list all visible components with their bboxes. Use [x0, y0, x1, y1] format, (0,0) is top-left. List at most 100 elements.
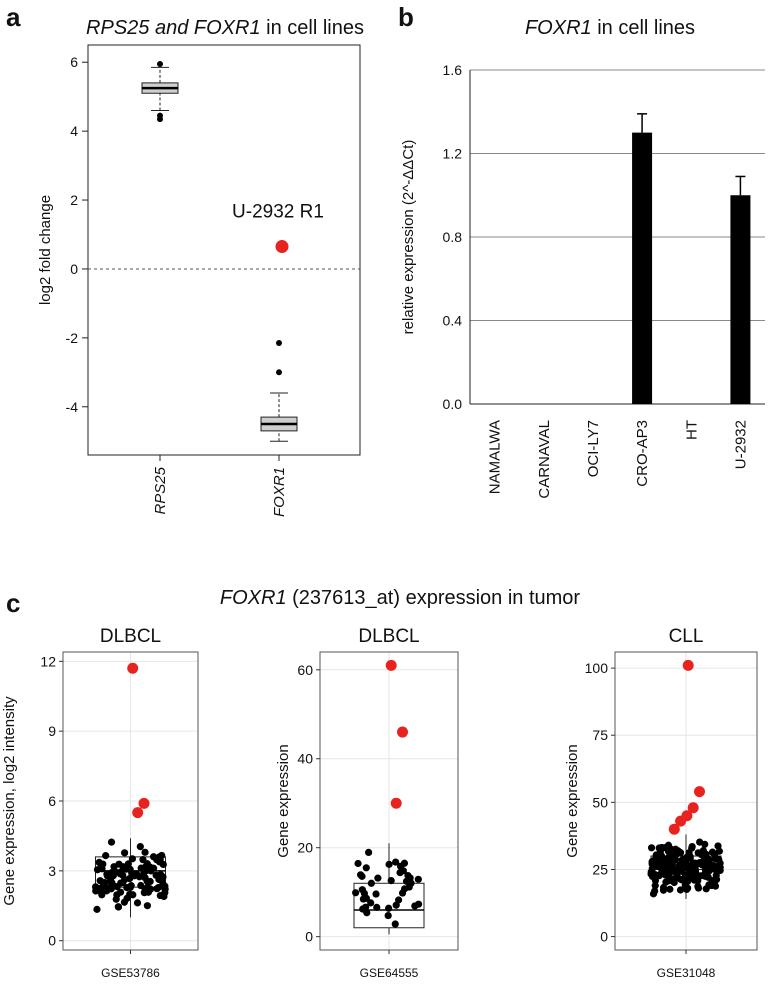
box-outlier	[276, 369, 282, 376]
y-tick-label: -2	[66, 330, 79, 346]
bar-u-2932	[730, 195, 751, 404]
data-point	[666, 885, 674, 893]
panel-b-title-suffix: in cell lines	[592, 17, 695, 39]
data-point	[647, 844, 656, 852]
data-point	[115, 860, 123, 868]
data-point	[670, 878, 678, 887]
y-tick-label: 2	[70, 192, 78, 208]
data-point	[399, 867, 407, 875]
data-point	[678, 867, 686, 875]
y-tick-label: 0.8	[443, 229, 463, 245]
data-point	[685, 849, 693, 857]
data-point	[702, 885, 710, 893]
x-category-label: HT	[683, 420, 700, 440]
data-point	[651, 876, 660, 885]
data-point	[696, 859, 704, 867]
data-point	[155, 853, 164, 861]
data-point	[147, 867, 155, 875]
data-point	[414, 875, 422, 883]
data-point	[694, 849, 702, 857]
x-category-label: FOXR1	[271, 467, 288, 517]
y-tick-label: 0	[305, 929, 313, 945]
y-axis-label: relative expression (2^-ΔΔCt)	[400, 140, 417, 335]
data-point	[160, 892, 168, 901]
panel-a-letter: a	[6, 2, 21, 32]
box-outlier	[157, 60, 163, 67]
data-point	[365, 848, 373, 857]
panel-a-title-gene1: RPS25	[86, 17, 150, 39]
highlight-point	[682, 659, 694, 671]
panel-c1-chart: DLBCL 0 3 6 9 12 Gene expression, log2 intensi…	[1, 626, 199, 980]
panel-b-letter: b	[398, 2, 414, 32]
highlight-point	[668, 823, 680, 835]
data-point	[133, 870, 141, 879]
data-point	[387, 876, 395, 885]
highlight-point	[385, 659, 397, 671]
data-point	[694, 877, 702, 885]
data-point	[651, 882, 659, 890]
x-category-label: RPS25	[152, 466, 169, 514]
panel-c-letter: c	[6, 588, 20, 618]
panel-c3-chart: CLL 0 25 50 75 100 Gene expression GSE31048	[564, 626, 758, 980]
data-point	[120, 849, 129, 857]
data-point	[664, 857, 672, 865]
highlight-point	[132, 807, 144, 819]
data-point	[703, 864, 712, 872]
data-point	[662, 878, 670, 886]
y-axis-label: Gene expression	[275, 744, 292, 857]
data-point	[107, 885, 115, 893]
panel-c-title: FOXR1 (237613_at) expression in tumor	[220, 587, 581, 609]
data-point	[678, 876, 686, 884]
x-category-label: CARNAVAL	[536, 420, 553, 499]
data-point	[352, 889, 360, 897]
data-point	[682, 859, 690, 867]
highlight-point	[687, 802, 699, 814]
data-point	[133, 899, 142, 907]
data-point	[671, 867, 679, 876]
y-tick-label: 9	[48, 723, 56, 739]
y-tick-label: 0.0	[443, 396, 463, 412]
panel-a-title-suffix: in cell lines	[261, 17, 364, 39]
data-point	[119, 878, 127, 887]
data-point	[161, 885, 169, 893]
plot-frame	[87, 44, 361, 456]
data-point	[394, 896, 403, 904]
panel-c2-chart: DLBCL 0 20 40 60 Gene expression GSE64555	[275, 626, 459, 980]
panel-a-title-and: and	[149, 17, 193, 39]
data-point	[716, 859, 724, 867]
data-point	[716, 866, 724, 875]
data-point	[103, 870, 111, 878]
data-point	[358, 872, 366, 880]
y-tick-label: 1.6	[443, 62, 463, 78]
y-tick-label: 0	[48, 933, 56, 949]
data-point	[712, 871, 720, 879]
data-point	[659, 886, 668, 894]
data-point	[97, 860, 105, 869]
data-point	[701, 870, 709, 878]
data-point	[367, 879, 375, 887]
data-point	[666, 844, 674, 853]
data-point	[392, 858, 400, 866]
y-tick-label: 40	[297, 751, 313, 767]
data-point	[107, 838, 116, 846]
data-point	[648, 865, 656, 873]
y-tick-label: 6	[48, 793, 56, 809]
highlight-point	[397, 726, 408, 738]
x-axis-label: GSE53786	[101, 966, 160, 980]
highlight-point	[675, 815, 687, 827]
data-point	[101, 883, 110, 891]
highlight-annotation: U-2932 R1	[232, 202, 324, 223]
data-point	[359, 895, 367, 903]
data-point	[140, 869, 148, 877]
data-point	[362, 864, 370, 872]
highlight-point	[694, 786, 705, 798]
data-point	[354, 859, 362, 868]
x-axis-label: GSE31048	[657, 966, 716, 980]
data-point	[154, 883, 163, 892]
y-tick-label: 0	[600, 929, 608, 945]
panel-b-chart: 0.0 0.4 0.8 1.2 1.6 relative expression (2^-Δ…	[400, 62, 765, 499]
data-point	[123, 883, 131, 892]
y-tick-label: 100	[585, 660, 609, 676]
data-point	[648, 857, 657, 865]
